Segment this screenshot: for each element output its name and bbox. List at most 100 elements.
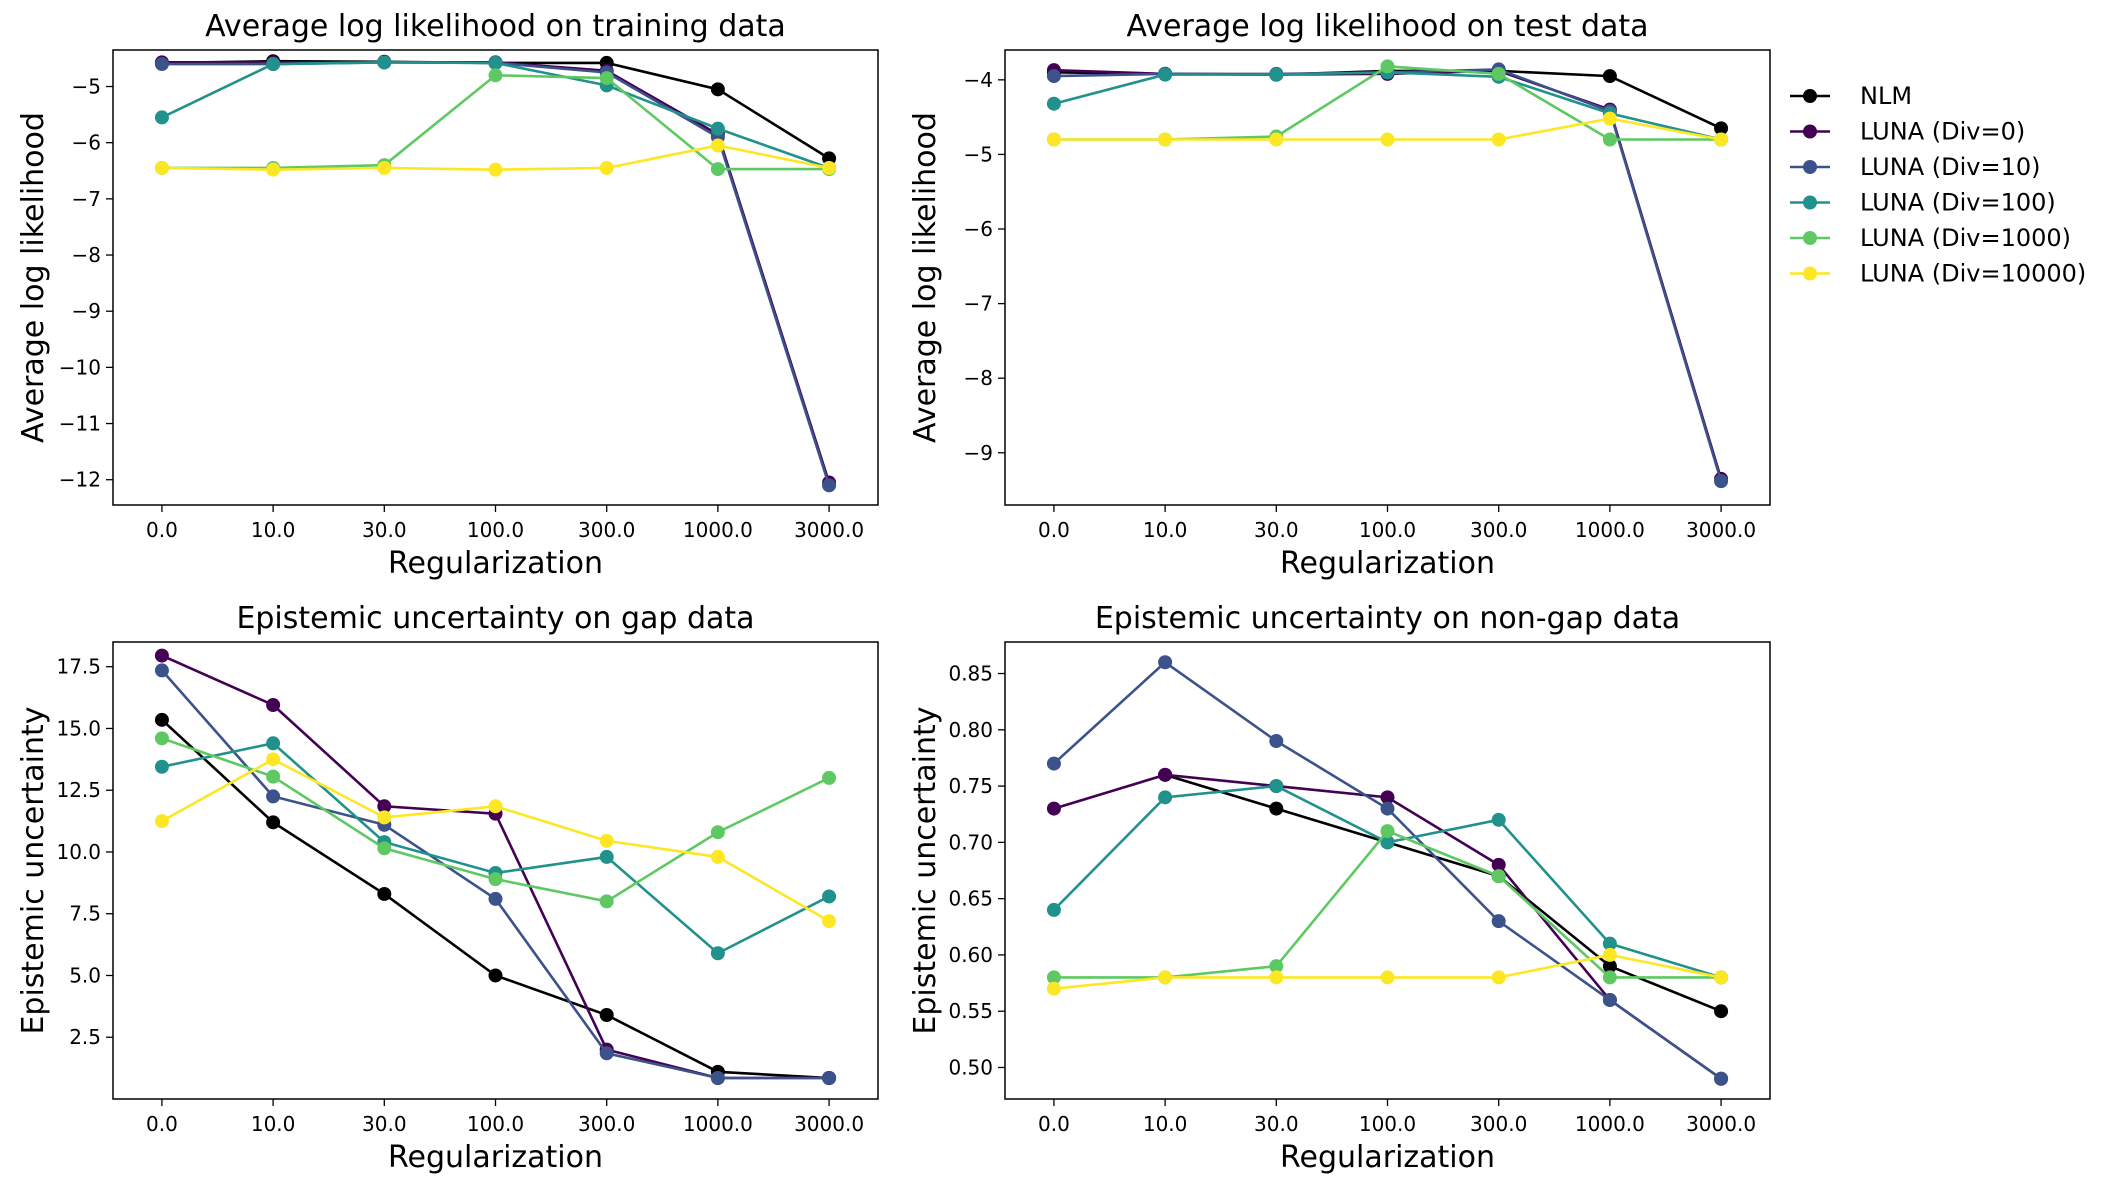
legend-label: LUNA (Div=1000) — [1860, 224, 2071, 252]
data-point — [1269, 67, 1284, 82]
legend-marker — [1803, 89, 1817, 103]
data-point — [1380, 824, 1395, 839]
x-tick-label: 300.0 — [578, 518, 635, 542]
series-line — [161, 61, 831, 486]
series-line — [1053, 773, 1722, 1080]
y-axis-label: Epistemic uncertainty — [16, 706, 51, 1034]
legend-marker — [1803, 195, 1817, 210]
data-point — [1380, 59, 1395, 74]
data-point — [599, 833, 614, 848]
series-4 — [154, 731, 837, 909]
data-point — [822, 889, 837, 904]
data-point — [1380, 970, 1395, 985]
data-point — [154, 648, 169, 663]
data-point — [1491, 132, 1506, 147]
legend-entry: LUNA (Div=0) — [1790, 118, 2025, 146]
data-point — [1602, 992, 1617, 1007]
data-point — [710, 825, 725, 840]
data-point — [266, 752, 281, 767]
plot-frame — [1004, 641, 1771, 1100]
y-tick-label: 0.85 — [948, 662, 993, 686]
x-tick-label: 0.0 — [1038, 1112, 1070, 1136]
data-point — [1269, 801, 1284, 816]
data-point — [1602, 111, 1617, 126]
series-0 — [1158, 767, 1729, 1019]
y-tick-label: −7 — [964, 292, 993, 316]
data-point — [1380, 835, 1395, 850]
legend-label: LUNA (Div=10000) — [1860, 260, 2086, 288]
data-point — [154, 731, 169, 746]
legend-marker — [1803, 266, 1817, 281]
legend-entry: LUNA (Div=10000) — [1790, 260, 2086, 288]
y-tick-label: −6 — [964, 217, 993, 241]
legend-label: LUNA (Div=10) — [1860, 153, 2040, 181]
data-point — [377, 886, 392, 901]
series-line — [1053, 68, 1723, 480]
data-point — [1602, 959, 1617, 974]
x-tick-label: 100.0 — [1359, 1112, 1416, 1136]
data-point — [1269, 779, 1284, 794]
data-point — [1046, 96, 1061, 111]
data-point — [377, 810, 392, 825]
data-point — [599, 894, 614, 909]
series-line — [161, 741, 830, 955]
series-line — [1053, 829, 1722, 979]
legend-entry: NLM — [1790, 82, 1912, 110]
data-point — [710, 138, 725, 153]
y-tick-label: −4 — [964, 68, 993, 92]
data-point — [1046, 132, 1061, 147]
y-tick-label: 0.70 — [948, 830, 993, 854]
series-line — [1053, 68, 1723, 482]
data-point — [1491, 857, 1506, 872]
x-tick-label: 1000.0 — [1575, 1112, 1645, 1136]
data-point — [1714, 970, 1729, 985]
data-point — [266, 57, 281, 72]
data-point — [154, 712, 169, 727]
data-point — [1046, 970, 1061, 985]
y-axis-label: Average log likelihood — [16, 112, 51, 443]
y-axis-label: Average log likelihood — [908, 112, 943, 443]
data-point — [154, 57, 169, 72]
data-point — [822, 478, 837, 493]
x-tick-label: 10.0 — [251, 518, 296, 542]
data-point — [822, 770, 837, 785]
data-point — [599, 849, 614, 864]
y-tick-label: −6 — [72, 131, 101, 155]
data-point — [1380, 132, 1395, 147]
chart-title: Epistemic uncertainty on non-gap data — [1095, 601, 1680, 636]
data-point — [266, 736, 281, 751]
x-tick-label: 100.0 — [1359, 518, 1416, 542]
data-point — [488, 891, 503, 906]
data-point — [1380, 801, 1395, 816]
data-point — [1269, 959, 1284, 974]
x-tick-label: 30.0 — [362, 1112, 407, 1136]
data-point — [1158, 132, 1173, 147]
y-tick-label: 0.50 — [948, 1055, 993, 1079]
x-axis-label: Regularization — [388, 546, 603, 581]
legend-marker — [1803, 231, 1817, 245]
data-point — [710, 82, 725, 97]
subplot-1: Average log likelihood on training data 0… — [16, 9, 879, 581]
data-point — [266, 162, 281, 177]
data-point — [488, 968, 503, 983]
data-point — [488, 162, 503, 177]
y-tick-label: −8 — [72, 243, 101, 267]
data-point — [599, 1046, 614, 1061]
y-tick-label: −11 — [59, 412, 101, 436]
data-point — [1158, 970, 1173, 985]
data-point — [488, 55, 503, 70]
legend-entry: LUNA (Div=1000) — [1790, 224, 2071, 252]
data-point — [1714, 1071, 1729, 1086]
data-point — [710, 946, 725, 961]
y-tick-label: 15.0 — [56, 716, 101, 740]
x-tick-label: 10.0 — [251, 1112, 296, 1136]
data-point — [377, 160, 392, 175]
x-tick-label: 300.0 — [578, 1112, 635, 1136]
y-tick-label: 0.75 — [948, 774, 993, 798]
data-point — [822, 160, 837, 175]
plot-frame — [1004, 49, 1771, 506]
y-tick-label: −12 — [59, 468, 101, 492]
series-5 — [1046, 111, 1729, 147]
y-tick-label: 2.5 — [69, 1025, 101, 1049]
data-point — [1269, 734, 1284, 749]
